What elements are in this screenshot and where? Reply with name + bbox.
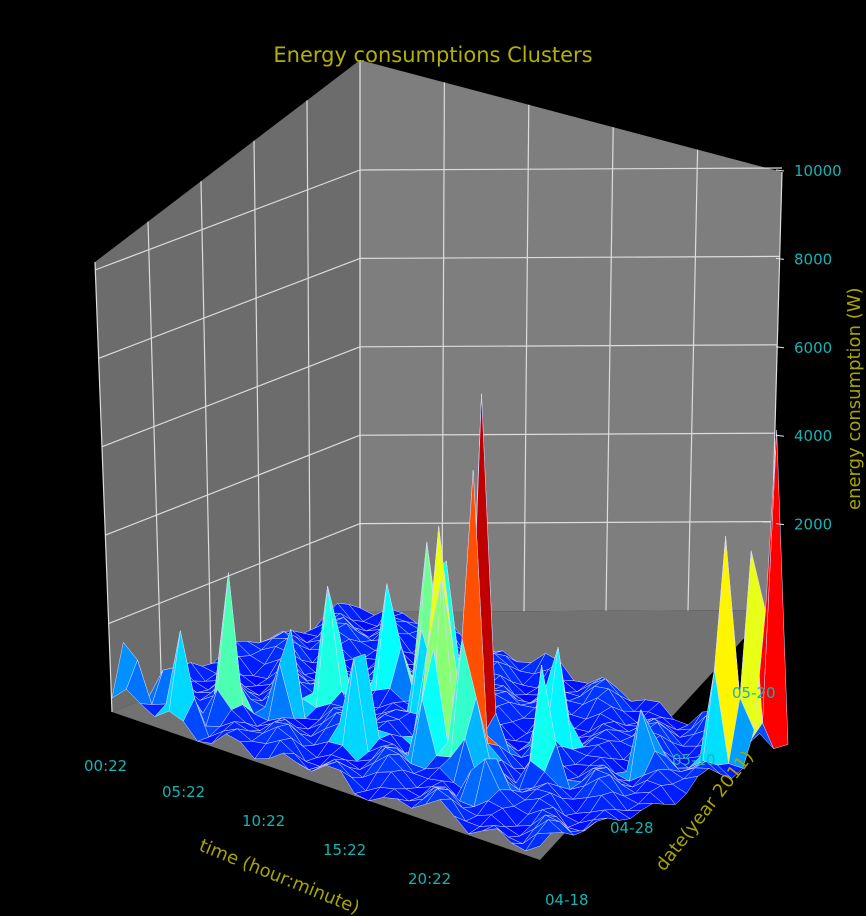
z-tick-label: 10000: [794, 162, 842, 180]
left-pane-hgrid: [104, 434, 361, 536]
y-tick-label: 04-18: [545, 891, 589, 909]
z-axis-ticks: 2000 4000 6000 8000 10000: [775, 162, 842, 534]
right-pane-vgrid: [605, 127, 614, 611]
right-pane-hgrid: [359, 432, 775, 436]
x-tick-label: 00:22: [84, 757, 127, 775]
right-pane-hgrid: [359, 255, 780, 259]
z-tick-label: 6000: [794, 339, 832, 357]
z-tick-label: 4000: [794, 427, 832, 445]
z-tick-label: 2000: [794, 516, 832, 534]
left-pane-vgrid: [253, 140, 262, 653]
right-pane-hgrid: [359, 167, 783, 171]
right-pane-vgrid: [687, 149, 699, 611]
x-tick-label: 20:22: [408, 870, 451, 888]
x-axis-ticks: 00:22 05:22 10:22 15:22 20:22: [84, 757, 451, 888]
right-pane-hgrid: [359, 344, 778, 348]
y-tick-label: 05-20: [732, 684, 776, 702]
left-pane-vgrid: [200, 181, 212, 673]
x-tick-label: 10:22: [242, 812, 285, 830]
chart-title: Energy consumptions Clusters: [273, 43, 592, 67]
left-pane-vgrid: [147, 221, 163, 693]
right-back-pane: [360, 60, 782, 612]
z-axis-label: energy consumption (W): [844, 287, 865, 510]
z-tick-mark: [775, 257, 785, 260]
z-tick-mark: [775, 169, 785, 172]
x-tick-label: 15:22: [323, 841, 366, 859]
y-tick-label: 05-10: [672, 751, 716, 769]
z-tick-label: 8000: [794, 250, 832, 268]
right-pane-hgrid: [359, 520, 773, 525]
left-pane-hgrid: [94, 169, 361, 271]
z-tick-mark: [775, 523, 785, 526]
x-tick-label: 05:22: [162, 783, 205, 801]
y-tick-label: 04-28: [610, 819, 654, 837]
y-axis-ticks: 04-18 04-28 05-10 05-20: [545, 684, 776, 909]
surface-mesh: [111, 393, 789, 852]
z-tick-mark: [775, 434, 785, 437]
left-pane-hgrid: [108, 523, 361, 625]
left-back-pane: [95, 60, 360, 712]
z-tick-mark: [775, 346, 785, 349]
left-pane-hgrid: [98, 257, 361, 359]
surface-cell: [525, 832, 552, 852]
left-pane-vgrid: [94, 261, 113, 713]
right-pane-vgrid: [523, 104, 530, 612]
left-pane-hgrid: [101, 346, 361, 448]
chart-gridlines: [94, 60, 783, 713]
